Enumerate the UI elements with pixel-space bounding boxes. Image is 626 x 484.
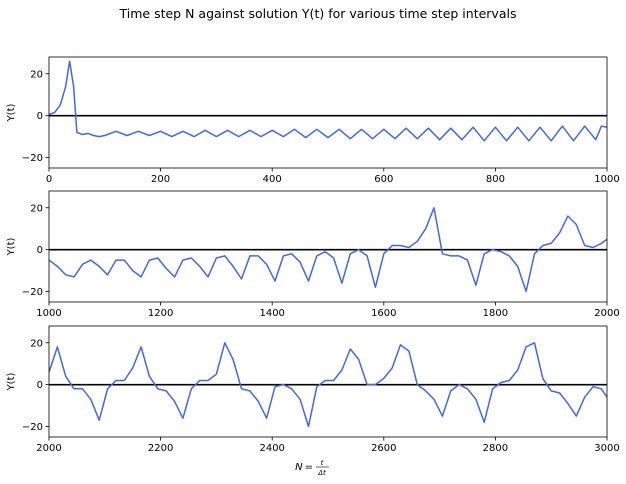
chart-title: Time step N against solution Y(t) for va…: [119, 6, 517, 21]
y-tick-label: 20: [30, 69, 43, 80]
subplot-2: 1000 1200 1400 1600 1800 2000 −20 0 20 Y(t): [6, 190, 620, 319]
plot-area: [49, 191, 607, 302]
x-tick-label: 1000: [36, 308, 61, 319]
plot-area: [49, 57, 607, 168]
x-axis-label-denominator: Δt: [317, 469, 326, 477]
x-tick-label: 0: [46, 174, 52, 185]
x-tick-label: 1600: [371, 308, 396, 319]
axes-frame: [48, 56, 608, 169]
x-tick-label: 600: [374, 174, 393, 185]
y-tick-label: 20: [30, 203, 43, 214]
x-axis-label-lhs: N: [295, 462, 303, 473]
series-line: [49, 342, 607, 428]
x-tick-label: 1800: [483, 308, 508, 319]
plot-area: [49, 326, 607, 437]
y-axis-label: Y(t): [6, 237, 17, 256]
series-line: [49, 207, 607, 293]
x-axis-label: N =: [295, 462, 313, 473]
y-tick-label: 20: [30, 338, 43, 349]
y-tick-label: −20: [22, 422, 43, 433]
x-tick-label: 3000: [594, 443, 619, 454]
x-tick-label: 200: [151, 174, 170, 185]
x-tick-label: 2000: [36, 443, 61, 454]
y-axis-label: Y(t): [6, 103, 17, 122]
x-axis-label-eq: =: [305, 462, 313, 473]
y-tick-label: 0: [37, 245, 43, 256]
x-tick-label: 1000: [594, 174, 619, 185]
y-axis-label: Y(t): [6, 372, 17, 391]
y-tick-label: −20: [22, 287, 43, 298]
x-tick-label: 2800: [483, 443, 508, 454]
x-tick-label: 2400: [259, 443, 284, 454]
x-tick-label: 2000: [594, 308, 619, 319]
series-line: [49, 60, 607, 142]
x-tick-label: 1400: [259, 308, 284, 319]
x-tick-label: 2600: [371, 443, 396, 454]
subplot-3: 2000 2200 2400 2600 2800 3000 −20 0 20 Y(t): [6, 325, 620, 454]
axes-frame: [48, 325, 608, 438]
y-tick-label: −20: [22, 153, 43, 164]
x-tick-label: 1200: [148, 308, 173, 319]
x-axis-label-numerator: t: [321, 459, 324, 467]
y-tick-label: 0: [37, 111, 43, 122]
x-tick-label: 2200: [148, 443, 173, 454]
x-tick-label: 800: [486, 174, 505, 185]
y-tick-label: 0: [37, 380, 43, 391]
axes-frame: [48, 190, 608, 303]
x-tick-label: 400: [263, 174, 282, 185]
